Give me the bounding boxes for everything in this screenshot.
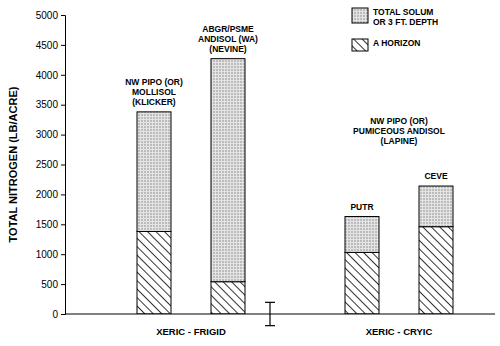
- bar-label: (KLICKER): [132, 97, 176, 107]
- y-tick-label: 2000: [36, 189, 59, 200]
- legend: TOTAL SOLUMOR 3 FT. DEPTH A HORIZON: [352, 7, 438, 51]
- y-tick-label: 1500: [36, 219, 59, 230]
- y-tick: 3000: [36, 129, 65, 140]
- y-axis-line: [61, 16, 66, 315]
- bar-label: NW PIPO (OR): [125, 77, 183, 87]
- y-tick: 0: [52, 309, 65, 320]
- y-tick-mark: [61, 314, 65, 315]
- y-tick-label: 1000: [36, 249, 59, 260]
- y-tick-label: 3000: [36, 129, 59, 140]
- annotation: NW PIPO (OR): [370, 116, 428, 126]
- bar-segment: [137, 112, 171, 232]
- bar-segment: [345, 217, 379, 253]
- y-tick-label: 0: [52, 309, 58, 320]
- y-tick: 1000: [36, 249, 65, 260]
- error-bar-cap: [265, 325, 275, 326]
- y-tick-label: 4000: [36, 70, 59, 81]
- bar-segment: [345, 252, 379, 314]
- y-tick-label: 4500: [36, 40, 59, 51]
- y-tick-mark: [61, 284, 65, 285]
- y-tick-label: 3500: [36, 99, 59, 110]
- y-tick: 3500: [36, 99, 65, 110]
- y-tick-mark: [61, 224, 65, 225]
- y-tick: 5000: [36, 10, 65, 21]
- chart-container: 0 500 1000 1500 2000 2500 3000 3500 4000 4500 5000…: [0, 0, 500, 346]
- y-tick: 4500: [36, 40, 65, 51]
- bar-label: (NEVINE): [209, 44, 246, 54]
- y-tick-mark: [61, 75, 65, 76]
- y-tick-mark: [61, 15, 65, 16]
- bar-segment: [419, 186, 453, 227]
- legend-label: TOTAL SOLUMOR 3 FT. DEPTH: [373, 7, 438, 27]
- y-axis: 0 500 1000 1500 2000 2500 3000 3500 4000 4500 5000: [36, 10, 66, 320]
- legend-swatch: [352, 8, 368, 23]
- y-tick: 1500: [36, 219, 65, 230]
- y-tick-mark: [61, 135, 65, 136]
- group-label: XERIC - FRIGID: [156, 326, 226, 337]
- bar-segment: [137, 231, 171, 314]
- legend-label: A HORIZON: [373, 38, 420, 48]
- y-tick: 2500: [36, 159, 65, 170]
- y-tick-label: 2500: [36, 159, 59, 170]
- annotation: (LAPINE): [381, 136, 418, 146]
- y-tick-label: 500: [41, 279, 58, 290]
- bar-segment: [211, 282, 245, 314]
- bar-segment: [211, 59, 245, 282]
- y-tick-mark: [61, 254, 65, 255]
- y-axis-title: TOTAL NITROGEN (LB/ACRE): [7, 86, 19, 242]
- annotation: PUMICEOUS ANDISOL: [353, 126, 445, 136]
- bar-label: CEVE: [424, 171, 447, 181]
- error-bar-cap: [265, 302, 275, 303]
- legend-swatch: [352, 39, 368, 51]
- x-axis-line: [65, 314, 495, 315]
- y-tick-mark: [61, 105, 65, 106]
- bar-label: ABGR/PSME: [202, 24, 254, 34]
- bar-segment: [419, 227, 453, 314]
- y-tick: 500: [41, 279, 65, 290]
- error-bar: [265, 302, 275, 325]
- y-tick-mark: [61, 194, 65, 195]
- y-tick-label: 5000: [36, 10, 59, 21]
- y-tick-mark: [61, 45, 65, 46]
- y-tick-mark: [61, 165, 65, 166]
- y-tick: 2000: [36, 189, 65, 200]
- error-bar-line: [269, 302, 270, 325]
- bars: [137, 59, 453, 314]
- bar-label: MOLLISOL: [132, 87, 176, 97]
- group-label: XERIC - CRYIC: [366, 326, 433, 337]
- bar-label: PUTR: [350, 202, 373, 212]
- y-tick: 4000: [36, 70, 65, 81]
- bar-label: ANDISOL (WA): [198, 34, 258, 44]
- chart-svg: 0 500 1000 1500 2000 2500 3000 3500 4000 4500 5000…: [0, 0, 500, 346]
